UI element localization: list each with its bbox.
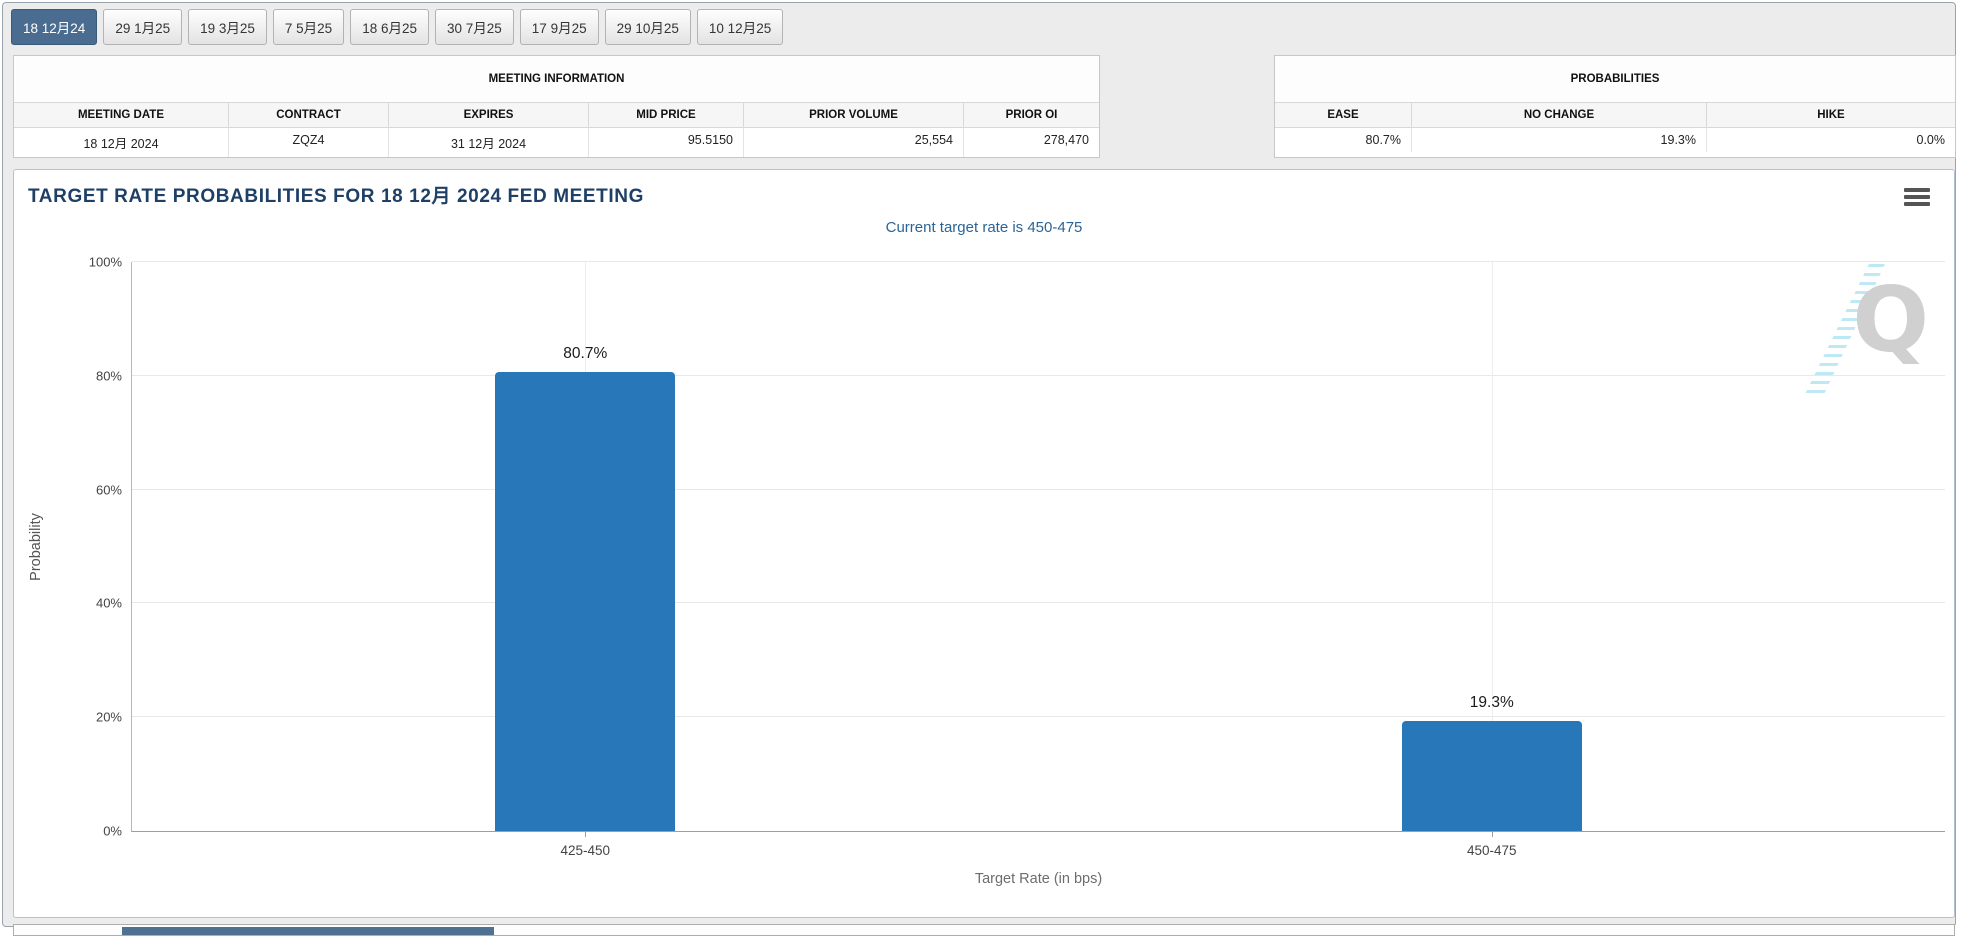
gridline-horizontal <box>132 261 1945 262</box>
tab-3[interactable]: 19 3月25 <box>188 9 267 45</box>
column-header-hike: HIKE <box>1707 103 1955 127</box>
tab-2[interactable]: 29 1月25 <box>103 9 183 45</box>
column-header-expires: EXPIRES <box>389 103 589 127</box>
cell-contract: ZQZ4 <box>229 127 389 157</box>
tab-7[interactable]: 17 9月25 <box>519 9 599 45</box>
tab-8[interactable]: 29 10月25 <box>604 9 691 45</box>
probabilities-table: PROBABILITIES EASE NO CHANGE HIKE 80.7% … <box>1274 55 1956 158</box>
y-tick-label: 40% <box>95 595 122 611</box>
probabilities-caption: PROBABILITIES <box>1275 56 1955 103</box>
column-header-ease: EASE <box>1275 103 1412 127</box>
watermark-q-logo: Q <box>1805 264 1929 394</box>
cell-prior-oi: 278,470 <box>964 127 1099 157</box>
bar-value-label: 19.3% <box>1469 694 1514 712</box>
x-axis-title: Target Rate (in bps) <box>974 871 1103 887</box>
column-header-mid-price: MID PRICE <box>589 103 744 127</box>
column-header-no-change: NO CHANGE <box>1412 103 1707 127</box>
cell-ease: 80.7% <box>1275 127 1412 152</box>
gridline-horizontal <box>132 374 1945 376</box>
y-tick-label: 100% <box>88 254 122 270</box>
cell-hike: 0.0% <box>1707 127 1955 152</box>
x-tick-label: 425-450 <box>560 843 611 858</box>
column-header-prior-oi: PRIOR OI <box>964 103 1099 127</box>
column-header-meeting-date: MEETING DATE <box>14 103 229 127</box>
meeting-information-data-row: 18 12月 2024 ZQZ4 31 12月 2024 95.5150 25,… <box>14 127 1099 157</box>
meeting-information-table: MEETING INFORMATION MEETING DATE CONTRAC… <box>13 55 1100 158</box>
probabilities-header-row: EASE NO CHANGE HIKE <box>1275 103 1955 127</box>
info-tables-row: MEETING INFORMATION MEETING DATE CONTRAC… <box>13 55 1956 158</box>
cell-no-change: 19.3% <box>1412 127 1707 152</box>
chart-subtitle: Current target rate is 450-475 <box>885 219 1083 236</box>
cell-mid-price: 95.5150 <box>589 127 744 157</box>
y-tick-label: 0% <box>103 823 122 839</box>
x-tick-label: 450-475 <box>1466 843 1517 858</box>
meeting-tab-strip: 18 12月24 29 1月25 19 3月25 7 5月25 18 6月25 … <box>11 9 784 45</box>
meeting-information-header-row: MEETING DATE CONTRACT EXPIRES MID PRICE … <box>14 103 1099 127</box>
gridline-horizontal <box>132 602 1945 604</box>
gridline-horizontal <box>132 716 1945 718</box>
plot-area: Probability Target Rate (in bps) Q 0% 20%… <box>28 255 1945 887</box>
gridline-vertical <box>1491 262 1493 831</box>
gridline-horizontal <box>132 488 1945 490</box>
chart-title: TARGET RATE PROBABILITIES FOR 18 12月 202… <box>28 186 644 207</box>
bar-value-label: 80.7% <box>563 344 608 362</box>
chart-panel: TARGET RATE PROBABILITIES FOR 18 12月 202… <box>13 169 1955 918</box>
cell-meeting-date: 18 12月 2024 <box>14 127 229 157</box>
tab-9[interactable]: 10 12月25 <box>696 9 784 45</box>
bottom-partial-tab[interactable] <box>122 927 494 935</box>
tab-4[interactable]: 7 5月25 <box>272 9 345 45</box>
bar-450-475[interactable] <box>1401 721 1582 831</box>
cell-prior-volume: 25,554 <box>744 127 964 157</box>
meeting-information-caption: MEETING INFORMATION <box>14 56 1099 103</box>
chart-menu-button[interactable] <box>1904 188 1930 208</box>
bar-425-450[interactable] <box>495 371 676 831</box>
probabilities-data-row: 80.7% 19.3% 0.0% <box>1275 127 1955 152</box>
y-tick-label: 80% <box>95 368 122 384</box>
tab-1[interactable]: 18 12月24 <box>11 9 98 45</box>
watermark-letter: Q <box>1852 268 1929 373</box>
y-tick-label: 20% <box>95 709 122 725</box>
tab-5[interactable]: 18 6月25 <box>350 9 429 45</box>
tab-6[interactable]: 30 7月25 <box>435 9 514 45</box>
next-panel-sliver <box>13 924 1955 936</box>
column-header-prior-volume: PRIOR VOLUME <box>744 103 964 127</box>
y-tick-label: 60% <box>95 482 122 498</box>
hamburger-icon <box>1904 188 1930 192</box>
x-tick-mark <box>585 831 587 837</box>
cell-expires: 31 12月 2024 <box>389 127 589 157</box>
y-axis-title: Probability <box>28 512 44 581</box>
column-header-contract: CONTRACT <box>229 103 389 127</box>
x-tick-mark <box>1491 831 1493 837</box>
